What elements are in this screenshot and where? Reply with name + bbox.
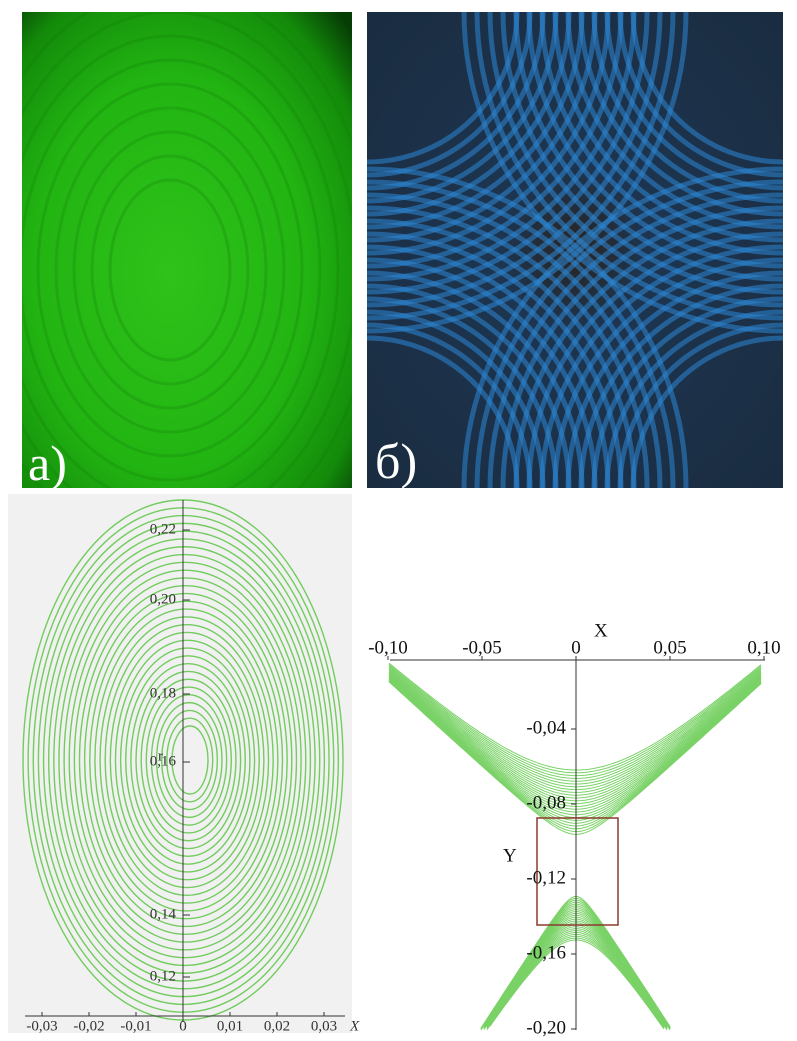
panel-label: б) bbox=[375, 433, 417, 489]
y-tick-label: 0,12 bbox=[150, 968, 176, 984]
y-tick-label: -0,12 bbox=[526, 867, 566, 888]
curve bbox=[484, 910, 670, 1029]
y-tick-label: 0,14 bbox=[150, 906, 177, 922]
axis-label: X bbox=[349, 1018, 360, 1034]
curve bbox=[389, 678, 761, 815]
y-tick-label: -0,20 bbox=[526, 1017, 566, 1038]
axis-label: X bbox=[594, 620, 608, 641]
y-tick-label: -0,16 bbox=[526, 942, 566, 963]
x-tick-label: 0,05 bbox=[653, 637, 686, 658]
y-tick-label: 0,18 bbox=[150, 685, 176, 701]
y-tick-label: -0,04 bbox=[526, 717, 566, 738]
figure: a) б) r X X Y 0,120,140,160,180,200,22-0… bbox=[0, 0, 797, 1041]
axis-label: Y bbox=[503, 845, 517, 866]
x-tick-label: 0,02 bbox=[264, 1018, 290, 1034]
x-tick-label: -0,05 bbox=[462, 637, 502, 658]
x-tick-label: 0,10 bbox=[747, 637, 780, 658]
curve bbox=[484, 912, 670, 1030]
y-tick-label: 0,22 bbox=[150, 521, 176, 537]
curve bbox=[389, 680, 761, 821]
curve bbox=[389, 675, 761, 801]
photo-b bbox=[367, 12, 783, 488]
curve bbox=[389, 679, 761, 818]
y-tick-label: -0,08 bbox=[526, 792, 566, 813]
x-tick-label: 0,03 bbox=[311, 1018, 337, 1034]
y-tick-label: 0,16 bbox=[150, 753, 177, 769]
x-tick-label: -0,03 bbox=[26, 1018, 57, 1034]
x-tick-label: 0 bbox=[571, 637, 581, 658]
curve bbox=[389, 674, 761, 798]
x-tick-label: 0 bbox=[179, 1018, 187, 1034]
curve bbox=[389, 680, 761, 823]
x-tick-label: -0,01 bbox=[120, 1018, 151, 1034]
x-tick-label: -0,10 bbox=[368, 637, 408, 658]
x-tick-label: 0,01 bbox=[217, 1018, 243, 1034]
curves bbox=[389, 663, 761, 1030]
y-tick-label: 0,20 bbox=[150, 591, 176, 607]
x-tick-label: -0,02 bbox=[73, 1018, 104, 1034]
panel-label: a) bbox=[28, 435, 67, 491]
